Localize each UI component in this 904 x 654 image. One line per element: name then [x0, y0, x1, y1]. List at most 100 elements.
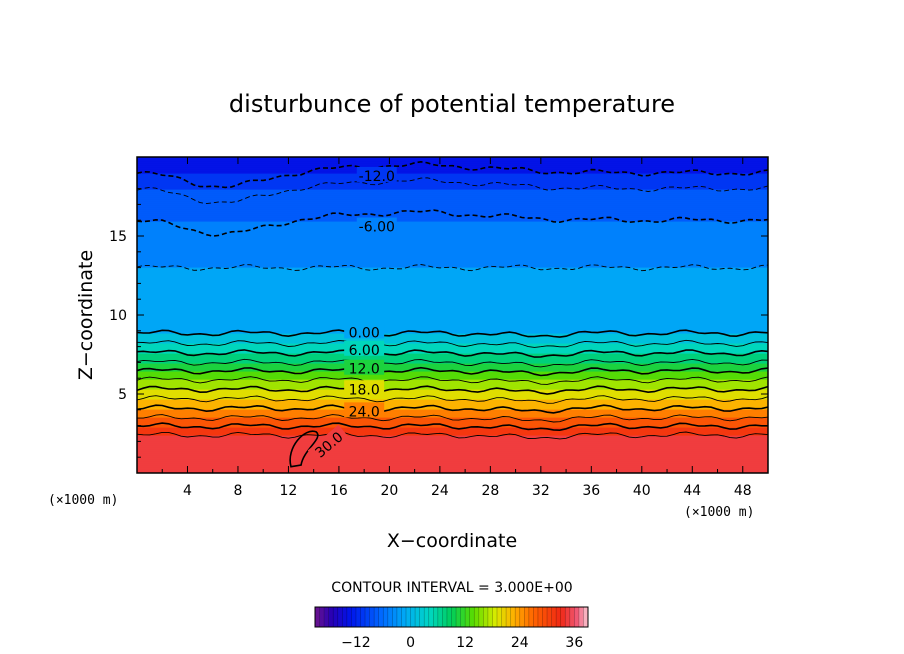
- colorbar-swatch: [460, 607, 466, 627]
- heatmap-band: [137, 313, 768, 316]
- heatmap-band: [137, 163, 768, 166]
- contour-label-bg: [344, 323, 385, 339]
- x-tick-label: 20: [380, 483, 398, 499]
- heatmap-band: [137, 283, 768, 286]
- colorbar-tick-label: 0: [406, 635, 415, 651]
- contour-label-bg: [344, 340, 385, 356]
- heatmap-band: [137, 189, 768, 192]
- heatmap-band: [137, 365, 768, 368]
- heatmap-band: [137, 305, 768, 308]
- colorbar-swatch: [401, 607, 407, 627]
- heatmap-band: [137, 211, 768, 214]
- heatmap-band: [137, 395, 768, 398]
- colorbar-swatch: [556, 607, 561, 627]
- colorbar-swatch: [528, 607, 534, 627]
- contour-line-closed: [289, 430, 319, 468]
- heatmap-band: [137, 273, 768, 276]
- contour-lines: [137, 160, 768, 468]
- heatmap-band: [137, 299, 768, 302]
- heatmap-band: [137, 403, 768, 406]
- heatmap-band: [137, 469, 768, 472]
- heatmap-band: [137, 387, 768, 390]
- colorbar-swatch: [396, 607, 402, 627]
- heatmap-band: [137, 307, 768, 310]
- contour-line: [137, 264, 768, 272]
- colorbar-swatch: [342, 607, 348, 627]
- contour-label: 6.00: [349, 343, 380, 359]
- x-tick-label: 8: [233, 483, 242, 499]
- heatmap-band: [137, 345, 768, 348]
- heatmap-band: [137, 303, 768, 306]
- colorbar-swatch: [410, 607, 416, 627]
- heatmap-band: [137, 171, 768, 174]
- heatmap-band: [137, 259, 768, 262]
- x-tick-label: 32: [532, 483, 550, 499]
- colorbar-tick-label: 36: [565, 635, 583, 651]
- colorbar-swatch: [478, 607, 484, 627]
- heatmap-band: [137, 317, 768, 320]
- colorbar-swatch: [451, 607, 457, 627]
- colorbar-frame: [314, 606, 589, 628]
- heatmap-band: [137, 393, 768, 396]
- heatmap-band: [137, 455, 768, 458]
- heatmap-band: [137, 203, 768, 206]
- heatmap-band: [137, 219, 768, 222]
- heatmap-band: [137, 169, 768, 172]
- heatmap-band: [137, 253, 768, 256]
- colorbar-swatch: [574, 607, 580, 627]
- heatmap-band: [137, 257, 768, 260]
- colorbar-swatch: [446, 607, 452, 627]
- heatmap-band: [137, 463, 768, 466]
- colorbar-swatch: [533, 607, 539, 627]
- colorbar-swatch: [428, 607, 434, 627]
- heatmap-band: [137, 453, 768, 456]
- heatmap-band: [137, 195, 768, 198]
- heatmap-band: [137, 391, 768, 394]
- heatmap-band: [137, 311, 768, 314]
- colorbar-tick-label: 12: [456, 635, 474, 651]
- heatmap-band: [137, 243, 768, 246]
- heatmap-band: [137, 407, 768, 410]
- contour-line: [137, 339, 768, 348]
- heatmap-band: [137, 397, 768, 400]
- heatmap-band: [137, 239, 768, 242]
- heatmap-band: [137, 331, 768, 334]
- heatmap-band: [137, 161, 768, 164]
- contour-label-bg: [307, 424, 349, 463]
- colorbar-swatch: [465, 607, 470, 627]
- colorbar-swatch: [419, 607, 425, 627]
- heatmap-band: [137, 385, 768, 388]
- contour-label: 0.00: [349, 325, 380, 341]
- heatmap-band: [137, 179, 768, 182]
- heatmap-band: [137, 227, 768, 230]
- heatmap-band: [137, 175, 768, 178]
- heatmap-band: [137, 381, 768, 384]
- colorbar-swatch: [378, 607, 384, 627]
- x-tick-label: 48: [734, 483, 752, 499]
- heatmap-band: [137, 229, 768, 232]
- heatmap-band: [137, 347, 768, 350]
- x-tick-label: 44: [683, 483, 701, 499]
- heatmap-band: [137, 411, 768, 414]
- heatmap-band: [137, 173, 768, 176]
- contour-line: [137, 366, 768, 377]
- heatmap-band: [137, 231, 768, 234]
- heatmap-band: [137, 443, 768, 446]
- contour-label-bg: [356, 166, 397, 182]
- y-tick-label: 10: [109, 308, 127, 324]
- colorbar-swatch: [551, 607, 557, 627]
- heatmap-band: [137, 339, 768, 342]
- colorbar-swatch: [406, 607, 411, 627]
- heatmap-band: [137, 241, 768, 244]
- heatmap-band: [137, 185, 768, 188]
- heatmap-band: [137, 329, 768, 332]
- heatmap-band: [137, 449, 768, 452]
- heatmap-band: [137, 425, 768, 428]
- colorbar-swatch: [583, 607, 589, 627]
- contour-label-bg: [344, 380, 385, 396]
- colorbar-swatch: [319, 607, 325, 627]
- heatmap-band: [137, 261, 768, 264]
- heatmap-band: [137, 235, 768, 238]
- contour-line: [137, 395, 768, 404]
- heatmap-band: [137, 281, 768, 284]
